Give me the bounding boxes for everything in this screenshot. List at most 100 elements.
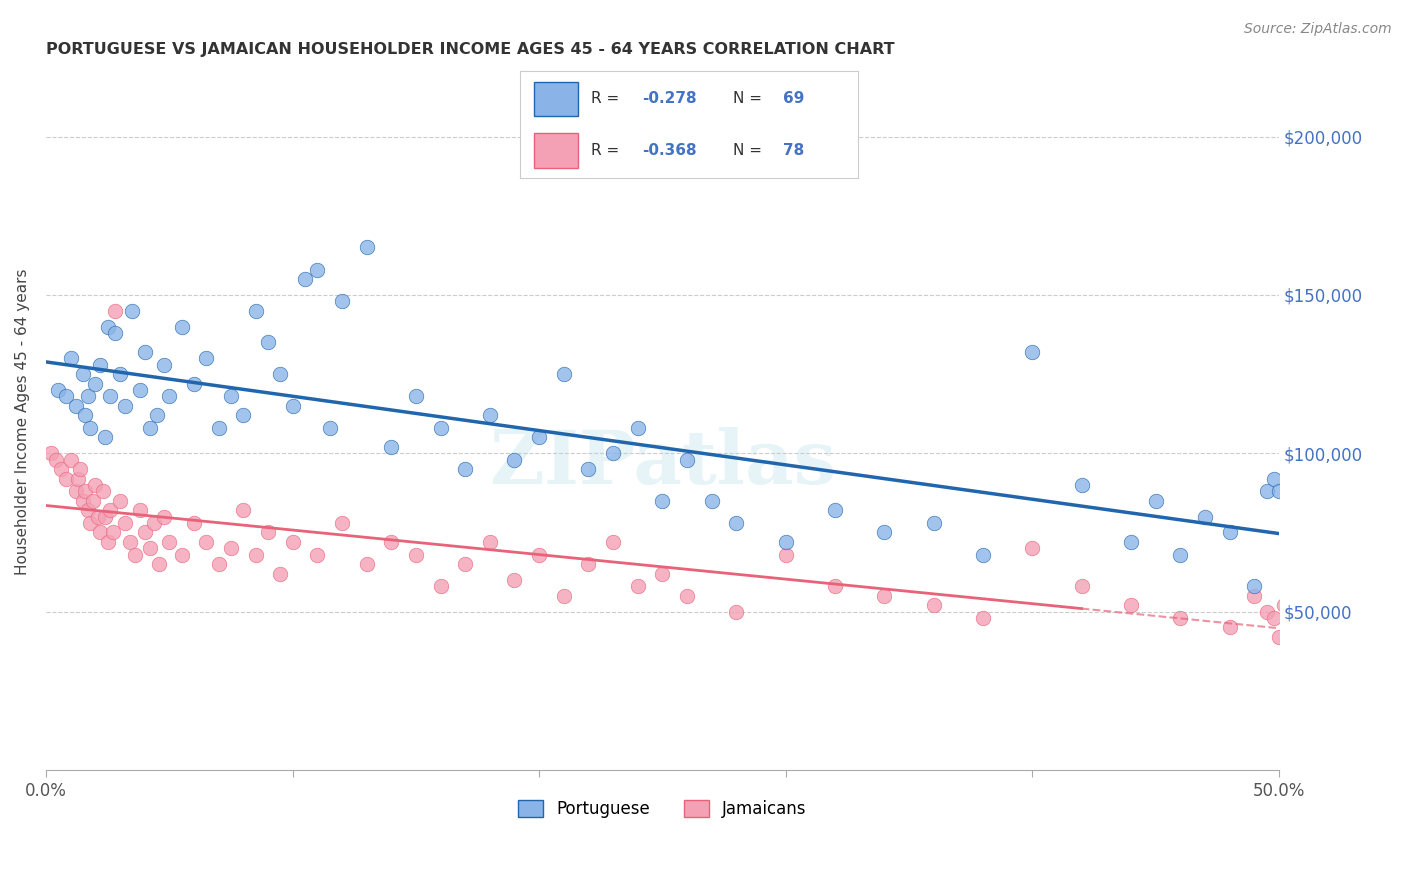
Point — [602, 446, 624, 460]
Text: N =: N = — [733, 91, 766, 106]
Point — [873, 525, 896, 540]
Point — [627, 421, 650, 435]
Y-axis label: Householder Income Ages 45 - 64 years: Householder Income Ages 45 - 64 years — [15, 268, 30, 574]
Point — [676, 589, 699, 603]
Point — [46, 383, 69, 397]
Point — [307, 262, 329, 277]
Point — [77, 389, 100, 403]
Point — [118, 535, 141, 549]
Point — [91, 484, 114, 499]
Point — [232, 409, 254, 423]
Point — [84, 376, 107, 391]
Text: ZIPatlas: ZIPatlas — [489, 427, 837, 500]
Point — [143, 516, 166, 530]
Point — [429, 579, 451, 593]
Text: R =: R = — [591, 91, 624, 106]
Point — [651, 566, 673, 581]
Point — [972, 611, 994, 625]
Point — [121, 303, 143, 318]
Point — [257, 335, 280, 350]
Point — [1144, 493, 1167, 508]
Point — [219, 541, 242, 556]
Point — [195, 351, 218, 366]
Point — [183, 516, 205, 530]
Point — [134, 525, 156, 540]
Point — [207, 421, 229, 435]
Point — [49, 462, 72, 476]
Point — [72, 493, 94, 508]
Point — [55, 472, 77, 486]
Point — [1272, 599, 1295, 613]
Point — [69, 462, 91, 476]
Point — [429, 421, 451, 435]
Point — [97, 535, 120, 549]
Point — [55, 389, 77, 403]
Point — [77, 503, 100, 517]
Point — [108, 493, 131, 508]
Point — [128, 503, 150, 517]
Point — [1119, 535, 1142, 549]
Point — [257, 525, 280, 540]
Point — [1168, 548, 1191, 562]
Point — [1263, 611, 1285, 625]
Point — [330, 294, 353, 309]
Point — [87, 509, 110, 524]
Point — [138, 541, 160, 556]
Text: -0.278: -0.278 — [641, 91, 696, 106]
Point — [128, 383, 150, 397]
Point — [94, 509, 117, 524]
Point — [114, 516, 136, 530]
Point — [824, 503, 846, 517]
Point — [269, 566, 291, 581]
FancyBboxPatch shape — [534, 82, 578, 116]
Point — [1263, 472, 1285, 486]
Text: PORTUGUESE VS JAMAICAN HOUSEHOLDER INCOME AGES 45 - 64 YEARS CORRELATION CHART: PORTUGUESE VS JAMAICAN HOUSEHOLDER INCOM… — [46, 42, 894, 57]
FancyBboxPatch shape — [534, 134, 578, 168]
Point — [1021, 345, 1043, 359]
Point — [98, 503, 121, 517]
Point — [153, 509, 176, 524]
Point — [153, 358, 176, 372]
Point — [1219, 620, 1241, 634]
Point — [72, 367, 94, 381]
Point — [651, 493, 673, 508]
Point — [578, 557, 600, 571]
Point — [157, 535, 180, 549]
Point — [478, 409, 501, 423]
Point — [553, 589, 575, 603]
Point — [922, 599, 945, 613]
Point — [146, 409, 169, 423]
Point — [330, 516, 353, 530]
Point — [207, 557, 229, 571]
Point — [527, 430, 550, 444]
Point — [114, 399, 136, 413]
Point — [108, 367, 131, 381]
Point — [873, 589, 896, 603]
Point — [104, 303, 127, 318]
Point — [219, 389, 242, 403]
Point — [232, 503, 254, 517]
Point — [98, 389, 121, 403]
Point — [503, 452, 526, 467]
Point — [59, 351, 82, 366]
Point — [75, 409, 97, 423]
Point — [65, 399, 87, 413]
Point — [157, 389, 180, 403]
Point — [97, 319, 120, 334]
Point — [294, 272, 316, 286]
Point — [1021, 541, 1043, 556]
Legend: Portuguese, Jamaicans: Portuguese, Jamaicans — [512, 793, 813, 824]
Text: -0.368: -0.368 — [641, 143, 696, 158]
Point — [1268, 484, 1291, 499]
Point — [775, 535, 797, 549]
Point — [380, 440, 402, 454]
Point — [134, 345, 156, 359]
Point — [602, 535, 624, 549]
Point — [104, 326, 127, 340]
Point — [700, 493, 723, 508]
Point — [195, 535, 218, 549]
Text: 78: 78 — [783, 143, 804, 158]
Point — [1070, 579, 1092, 593]
Point — [245, 303, 267, 318]
Point — [824, 579, 846, 593]
